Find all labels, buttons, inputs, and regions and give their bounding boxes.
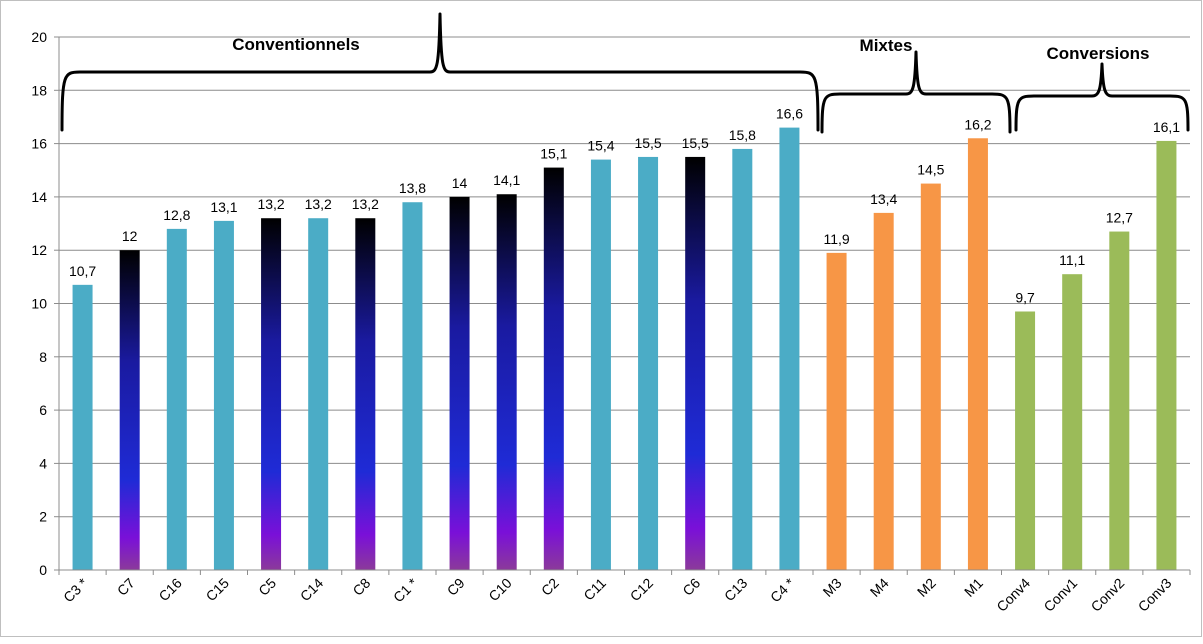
x-tick-label: C15 <box>203 575 233 605</box>
x-tick-label: M2 <box>914 575 939 600</box>
group-braces: Conventionnels Mixtes Conversions <box>62 14 1188 132</box>
bar-conv3 <box>1156 141 1176 570</box>
group-label-conventionnels: Conventionnels <box>232 35 360 54</box>
data-label: 15,1 <box>540 146 567 162</box>
data-label: 13,2 <box>257 196 284 212</box>
group-label-conversions: Conversions <box>1047 44 1150 63</box>
data-label: 13,2 <box>352 196 379 212</box>
data-label: 14,5 <box>917 162 944 178</box>
bar-c5 <box>261 218 281 570</box>
data-label: 10,7 <box>69 263 96 279</box>
bar-c6 <box>685 157 705 570</box>
x-tick-label: Conv2 <box>1088 575 1128 615</box>
y-tick-label: 16 <box>31 136 47 152</box>
x-tick-label: M1 <box>961 575 986 600</box>
data-label: 15,8 <box>729 127 756 143</box>
data-label: 16,6 <box>776 106 803 122</box>
group-brace-conventionnels <box>62 14 818 130</box>
data-label: 12,7 <box>1106 210 1133 226</box>
data-label: 12 <box>122 228 138 244</box>
bar-c1 <box>402 202 422 570</box>
bar-m1 <box>968 138 988 570</box>
x-tick-label: M3 <box>820 575 845 600</box>
data-label: 15,5 <box>634 135 661 151</box>
data-label: 16,1 <box>1153 119 1180 135</box>
x-tick-label: Conv3 <box>1135 575 1175 615</box>
x-tick-label: C1 * <box>390 574 421 605</box>
x-tick-label: C10 <box>485 575 515 605</box>
data-labels: 10,7 12 12,8 13,1 13,2 13,2 13,2 13,8 14 14,1 15,1… <box>69 106 1180 306</box>
data-label: 13,2 <box>305 196 332 212</box>
bar-c12 <box>638 157 658 570</box>
x-tick-label: C8 <box>349 575 373 599</box>
y-tick-label: 8 <box>39 349 47 365</box>
bars <box>73 128 1177 570</box>
data-label: 15,4 <box>587 138 614 154</box>
bar-c7 <box>120 250 140 570</box>
bar-c10 <box>497 194 517 570</box>
data-label: 11,1 <box>1059 252 1085 268</box>
x-tick-label: M4 <box>867 575 892 600</box>
x-axis: C3 * C7 C16 C15 C5 C14 C8 C1 * C9 C10 C2 C11 C12 C6 C1… <box>59 570 1190 615</box>
data-label: 13,4 <box>870 191 897 207</box>
bar-c3 <box>73 285 93 570</box>
x-tick-label: Conv1 <box>1040 575 1080 615</box>
bar-m2 <box>921 184 941 570</box>
bar-c14 <box>308 218 328 570</box>
x-tick-label: C12 <box>627 575 657 605</box>
x-tick-label: Conv4 <box>993 575 1033 615</box>
bar-conv2 <box>1109 232 1129 570</box>
data-label: 12,8 <box>163 207 190 223</box>
data-label: 13,1 <box>210 199 237 215</box>
y-tick-label: 2 <box>39 509 47 525</box>
y-tick-label: 20 <box>31 29 47 45</box>
bar-c11 <box>591 160 611 570</box>
x-tick-label: C5 <box>255 575 279 599</box>
x-tick-label: C6 <box>679 575 703 599</box>
x-tick-label: C14 <box>297 575 327 605</box>
x-tick-label: C9 <box>444 575 468 599</box>
y-tick-label: 18 <box>31 82 47 98</box>
bar-c4 <box>779 128 799 570</box>
y-axis: 0 2 4 6 8 10 12 14 16 18 20 <box>31 29 59 578</box>
y-tick-label: 6 <box>39 402 47 418</box>
x-tick-label: C13 <box>721 575 751 605</box>
y-tick-label: 10 <box>31 296 47 312</box>
x-tick-label: C7 <box>114 575 138 599</box>
y-tick-label: 0 <box>39 562 47 578</box>
y-tick-label: 14 <box>31 189 47 205</box>
data-label: 15,5 <box>682 135 709 151</box>
bar-c13 <box>732 149 752 570</box>
y-tick-label: 12 <box>31 242 47 258</box>
x-tick-label: C4 * <box>767 574 798 605</box>
data-label: 9,7 <box>1015 289 1035 305</box>
bar-c2 <box>544 168 564 570</box>
x-tick-label: C11 <box>580 575 609 604</box>
x-tick-label: C3 * <box>60 574 91 605</box>
y-tick-label: 4 <box>39 455 47 471</box>
x-tick-label: C2 <box>538 575 562 599</box>
data-label: 14 <box>452 175 468 191</box>
x-tick-label: C16 <box>155 575 185 605</box>
data-label: 14,1 <box>493 172 520 188</box>
bar-conv4 <box>1015 311 1035 570</box>
bar-c9 <box>450 197 470 570</box>
data-label: 13,8 <box>399 180 426 196</box>
data-label: 16,2 <box>964 116 991 132</box>
group-label-mixtes: Mixtes <box>860 36 913 55</box>
data-label: 11,9 <box>823 231 849 247</box>
bar-m4 <box>874 213 894 570</box>
bar-conv1 <box>1062 274 1082 570</box>
bar-c15 <box>214 221 234 570</box>
bar-m3 <box>827 253 847 570</box>
bar-c8 <box>355 218 375 570</box>
bar-c16 <box>167 229 187 570</box>
